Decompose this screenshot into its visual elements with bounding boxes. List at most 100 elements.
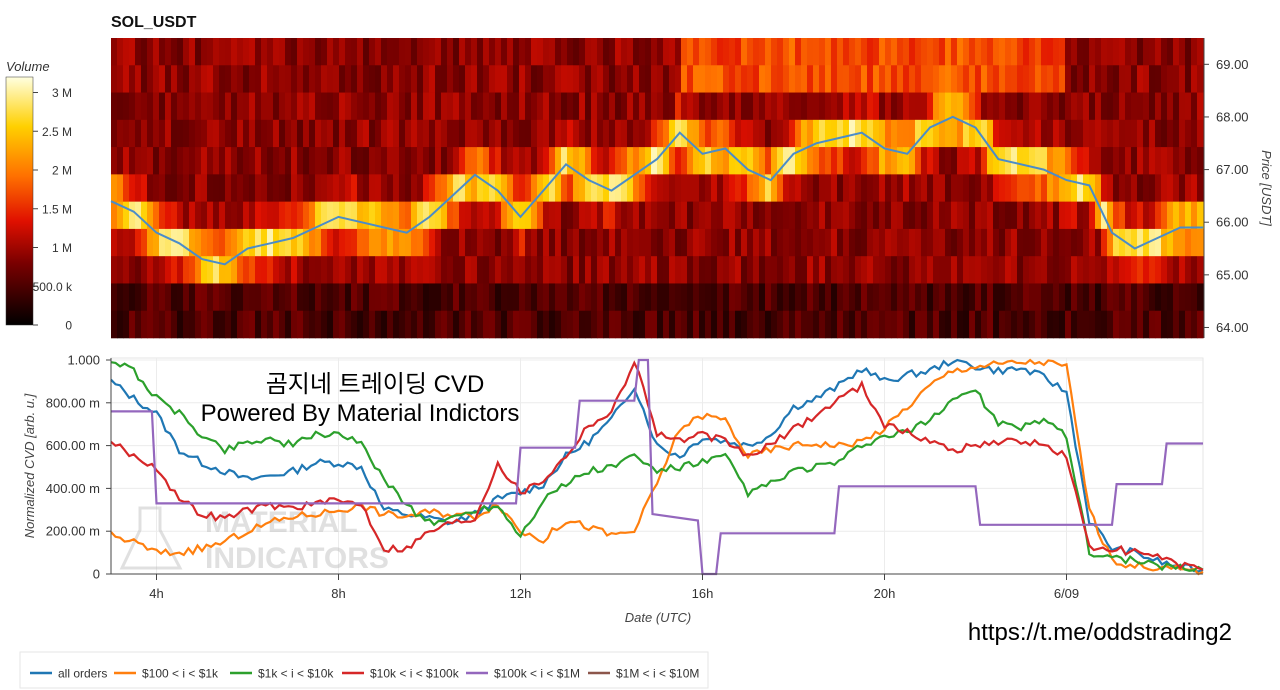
telegram-url[interactable]: https://t.me/oddstrading2 — [968, 619, 1232, 646]
heatmap-cell — [819, 119, 826, 148]
heatmap-cell — [219, 228, 226, 257]
heatmap-cell — [1035, 38, 1042, 66]
heatmap-cell — [897, 310, 904, 339]
heatmap-cell — [1137, 92, 1144, 121]
heatmap-cell — [999, 310, 1006, 339]
heatmap-cell — [1101, 92, 1108, 121]
heatmap-cell — [459, 174, 466, 202]
heatmap-cell — [285, 119, 292, 148]
heatmap-cell — [645, 65, 652, 93]
heatmap-cell — [891, 283, 898, 312]
heatmap-cell — [219, 201, 226, 230]
cvd-x-ticks: 4h 8h 12h 16h 20h 6/09 — [149, 574, 1079, 601]
heatmap-cell — [795, 92, 802, 121]
heatmap-cell — [243, 201, 250, 230]
heatmap-cell — [981, 310, 988, 339]
heatmap-cell — [609, 92, 616, 121]
heatmap-cell — [237, 147, 244, 175]
heatmap-cell — [441, 147, 448, 175]
heatmap-cell — [873, 147, 880, 175]
heatmap-cell — [753, 228, 760, 257]
heatmap-cell — [381, 119, 388, 148]
legend-item-label[interactable]: all orders — [58, 667, 107, 681]
heatmap-cell — [207, 119, 214, 148]
heatmap-cell — [327, 310, 334, 339]
heatmap-cell — [1167, 201, 1174, 230]
heatmap-cell — [729, 92, 736, 121]
heatmap-cell — [237, 65, 244, 93]
heatmap-cell — [345, 92, 352, 121]
heatmap-cell — [225, 283, 232, 312]
heatmap-cell — [165, 310, 172, 339]
heatmap-cell — [153, 174, 160, 202]
heatmap-cell — [177, 201, 184, 230]
heatmap-cell — [345, 147, 352, 175]
heatmap-cell — [1029, 147, 1036, 175]
heatmap-cell — [561, 174, 568, 202]
heatmap-cell — [693, 119, 700, 148]
legend-item-label[interactable]: $10k < i < $100k — [370, 667, 460, 681]
heatmap-cell — [477, 92, 484, 121]
heatmap-cell — [1137, 256, 1144, 284]
heatmap-cell — [717, 256, 724, 284]
heatmap-cell — [771, 283, 778, 312]
heatmap-cell — [585, 256, 592, 284]
heatmap-cell — [963, 147, 970, 175]
heatmap-cell — [213, 38, 220, 66]
heatmap-cell — [477, 174, 484, 202]
heatmap-cell — [495, 283, 502, 312]
heatmap-cell — [543, 256, 550, 284]
heatmap-cell — [1029, 310, 1036, 339]
legend-item-label[interactable]: $100 < i < $1k — [142, 667, 219, 681]
heatmap-cell — [867, 65, 874, 93]
heatmap-cell — [219, 92, 226, 121]
heatmap-cell — [1161, 65, 1168, 93]
heatmap-cell — [603, 147, 610, 175]
heatmap-cell — [573, 38, 580, 66]
heatmap-cell — [213, 65, 220, 93]
heatmap-cell — [255, 283, 262, 312]
legend-item-label[interactable]: $1k < i < $10k — [258, 667, 334, 681]
heatmap-cell — [399, 201, 406, 230]
heatmap-cell — [351, 228, 358, 257]
heatmap-cell — [1029, 228, 1036, 257]
heatmap-cell — [681, 228, 688, 257]
heatmap-cell — [465, 310, 472, 339]
heatmap-cell — [891, 92, 898, 121]
heatmap-cell — [567, 228, 574, 257]
heatmap-cell — [369, 119, 376, 148]
heatmap-cell — [537, 147, 544, 175]
heatmap-cell — [1053, 228, 1060, 257]
heatmap-cell — [159, 65, 166, 93]
heatmap-cell — [777, 147, 784, 175]
heatmap-cell — [111, 92, 118, 121]
heatmap-cell — [657, 283, 664, 312]
heatmap-cell — [825, 65, 832, 93]
heatmap-cell — [561, 310, 568, 339]
legend-item-label[interactable]: $1M < i < $10M — [616, 667, 699, 681]
heatmap-cell — [519, 119, 526, 148]
heatmap-cell — [291, 38, 298, 66]
heatmap-cell — [117, 256, 124, 284]
heatmap-cell — [309, 283, 316, 312]
heatmap-cell — [777, 119, 784, 148]
heatmap-cell — [651, 92, 658, 121]
heatmap-cell — [909, 228, 916, 257]
heatmap-cell — [1005, 256, 1012, 284]
heatmap-cell — [1035, 228, 1042, 257]
heatmap-cell — [189, 65, 196, 93]
legend-item-label[interactable]: $100k < i < $1M — [494, 667, 580, 681]
heatmap-cell — [327, 256, 334, 284]
heatmap-cell — [855, 147, 862, 175]
heatmap-cell — [927, 201, 934, 230]
heatmap-cell — [255, 147, 262, 175]
heatmap-cell — [603, 283, 610, 312]
heatmap-cell — [165, 256, 172, 284]
heatmap-cell — [759, 201, 766, 230]
heatmap-cell — [843, 174, 850, 202]
heatmap-cell — [243, 147, 250, 175]
heatmap-cell — [363, 256, 370, 284]
heatmap-cell — [753, 283, 760, 312]
heatmap-cell — [651, 201, 658, 230]
heatmap-cell — [537, 228, 544, 257]
